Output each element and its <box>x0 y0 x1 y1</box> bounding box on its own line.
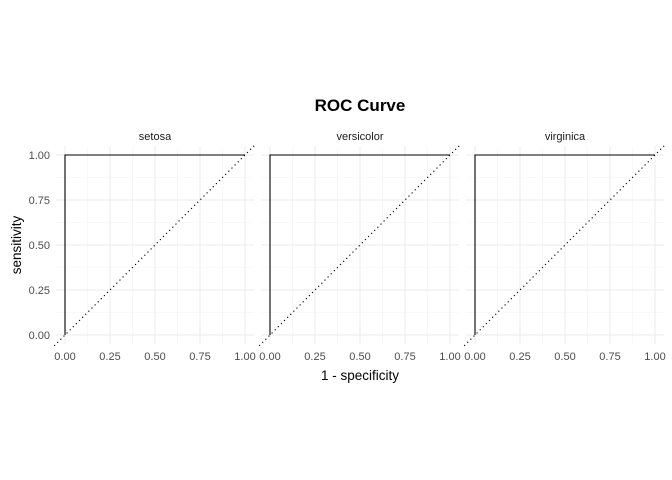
x-tick-label: 0.25 <box>99 351 120 363</box>
roc-line-setosa <box>64 154 245 335</box>
x-tick-label: 0.75 <box>189 351 210 363</box>
x-tick-label: 0.00 <box>259 351 280 363</box>
x-tick-label: 0.50 <box>144 351 165 363</box>
x-tick-label: 0.25 <box>509 351 530 363</box>
facet-virginica: virginica 0.00 0.25 0.50 0.75 1.00 <box>463 131 667 363</box>
x-tick-label: 0.25 <box>304 351 325 363</box>
x-tick-label: 0.50 <box>349 351 370 363</box>
y-tick-label: 1.00 <box>29 150 50 162</box>
x-tick-label: 0.50 <box>554 351 575 363</box>
facet-setosa: setosa 0.00 0.25 0.50 0.75 1.00 0.00 0.25 0.50 0.… <box>29 131 257 363</box>
y-tick-label: 0.75 <box>29 195 50 207</box>
facet-panels: setosa 0.00 0.25 0.50 0.75 1.00 0.00 0.25 0.50 0.… <box>29 131 667 363</box>
x-tick-label: 0.00 <box>464 351 485 363</box>
y-tick-label: 0.25 <box>29 285 50 297</box>
x-axis-title: 1 - specificity <box>321 368 399 383</box>
roc-line-versicolor <box>269 154 450 335</box>
x-tick-label: 0.75 <box>394 351 415 363</box>
x-tick-label: 0.00 <box>54 351 75 363</box>
facet-label-versicolor: versicolor <box>336 131 383 143</box>
facet-label-virginica: virginica <box>545 131 586 143</box>
facet-versicolor: versicolor 0.00 0.25 0.50 0.75 1.00 <box>258 131 462 363</box>
chart-title: ROC Curve <box>315 96 406 115</box>
y-tick-label: 0.50 <box>29 240 50 252</box>
x-tick-label: 1.00 <box>439 351 460 363</box>
x-tick-label: 0.75 <box>599 351 620 363</box>
roc-line-virginica <box>474 154 655 335</box>
facet-label-setosa: setosa <box>139 131 172 143</box>
x-tick-label: 1.00 <box>234 351 255 363</box>
x-tick-label: 1.00 <box>644 351 665 363</box>
y-tick-label: 0.00 <box>29 330 50 342</box>
y-axis-title: sensitivity <box>9 215 24 274</box>
